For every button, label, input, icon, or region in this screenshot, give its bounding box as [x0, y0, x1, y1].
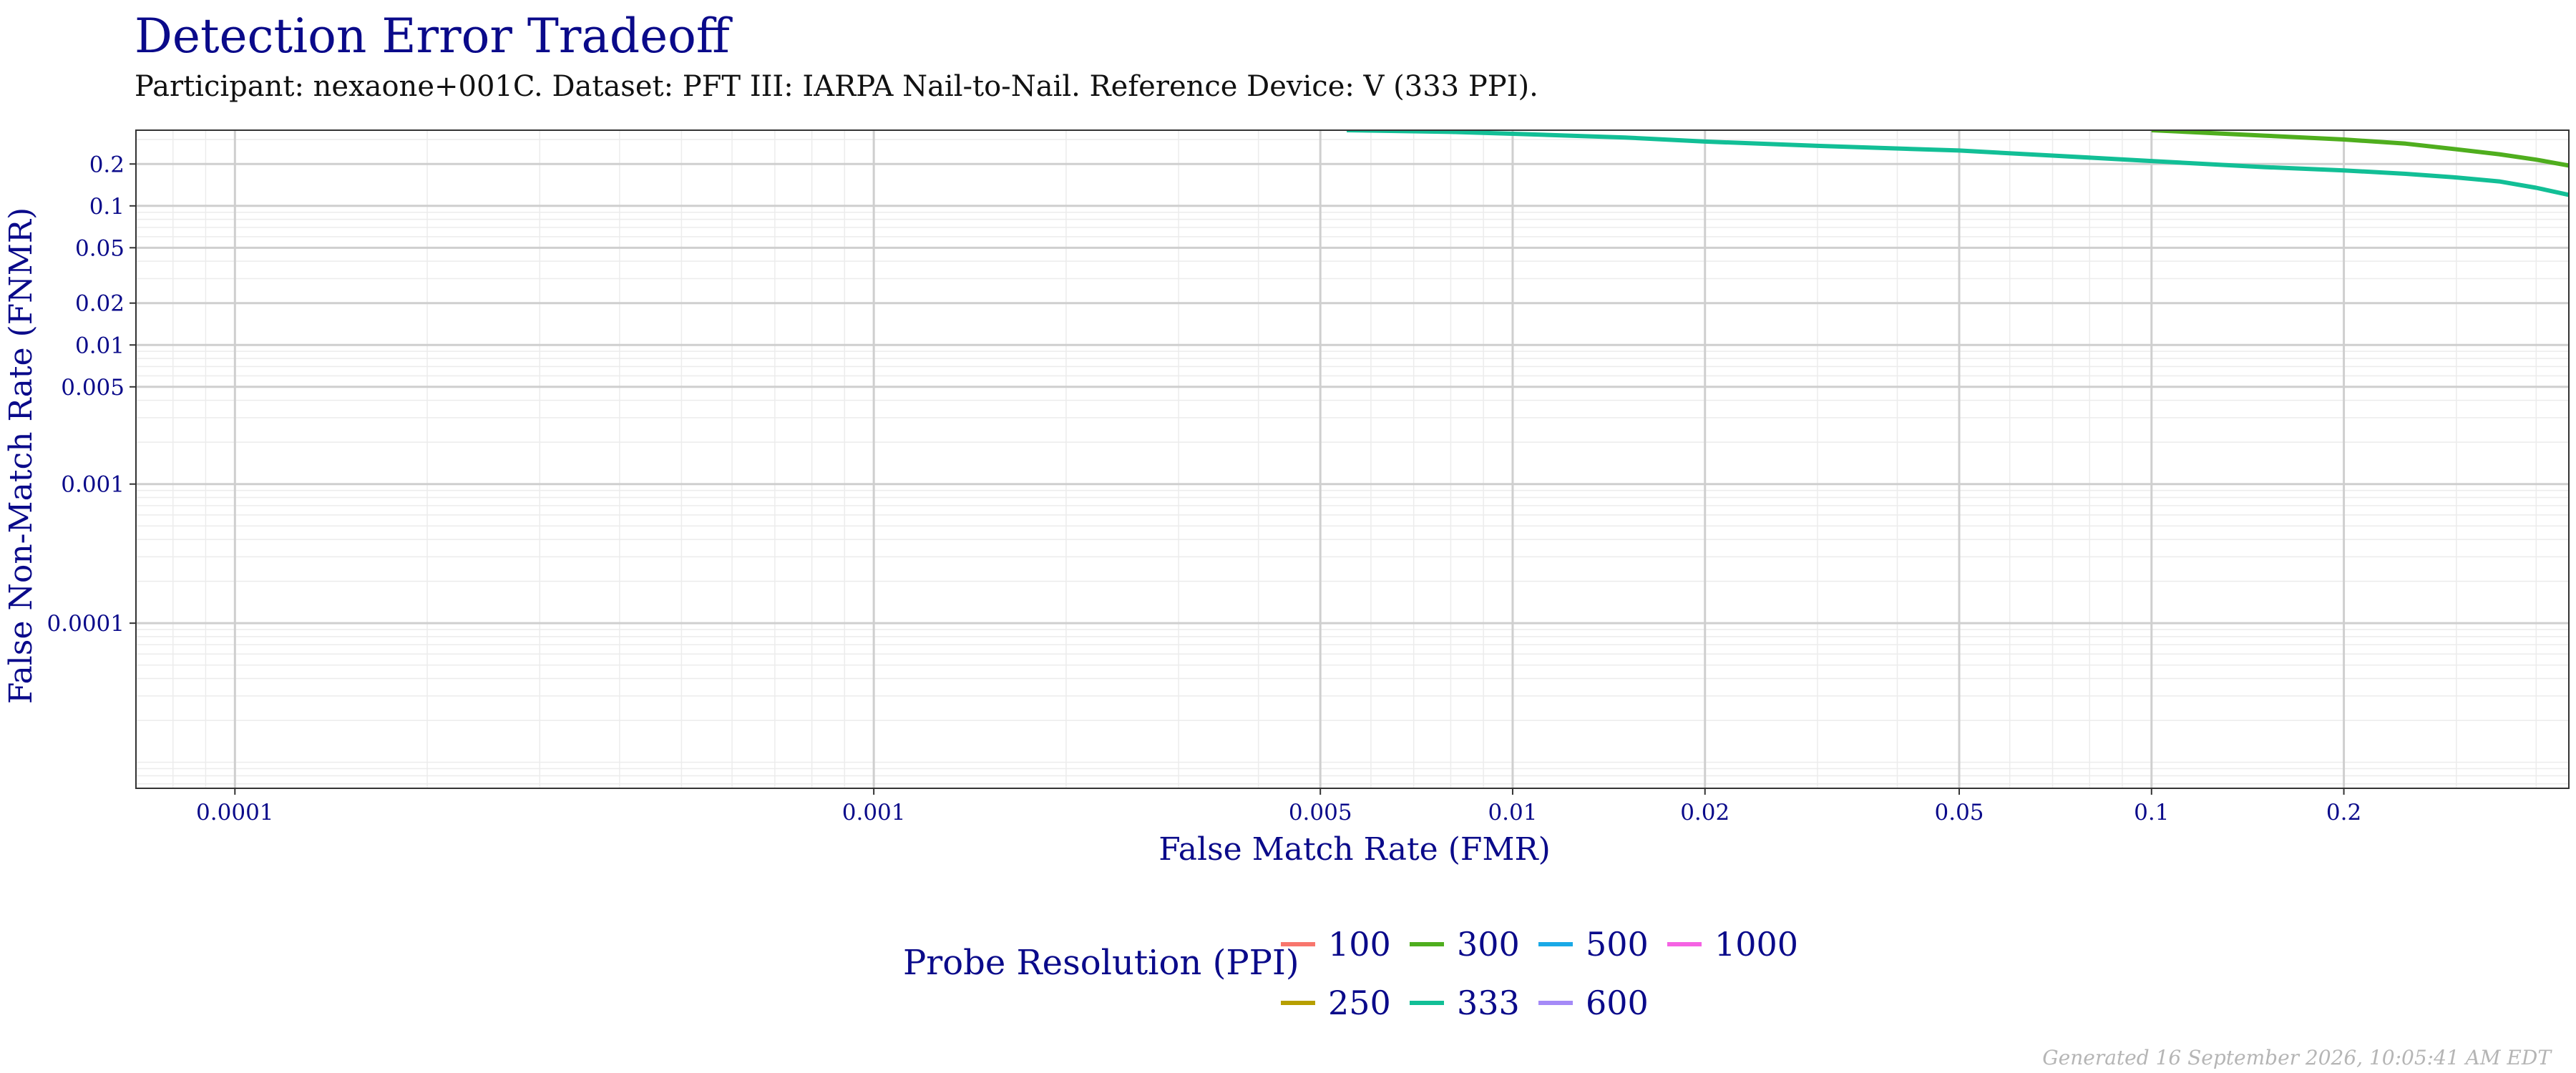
y-tick-label: 0.2	[89, 152, 125, 177]
y-axis: 0.0001 0.001 0.005 0.01 0.02 0.05 0.1 0.2	[47, 152, 136, 637]
legend-label-100: 100	[1328, 925, 1391, 964]
chart-title: Detection Error Tradeoff	[135, 9, 730, 64]
major-grid	[136, 130, 2569, 788]
minor-grid	[135, 130, 2569, 788]
y-tick-label: 0.0001	[47, 611, 125, 637]
y-tick-label: 0.05	[75, 235, 125, 261]
legend-label-1000: 1000	[1714, 925, 1798, 964]
legend: Probe Resolution (PPI) 100 250 300 333 500 60…	[903, 925, 1798, 1022]
series-line-300	[2151, 130, 2569, 168]
y-axis-label: False Non-Match Rate (FNMR)	[3, 207, 39, 704]
legend-label-500: 500	[1586, 925, 1649, 964]
series-group	[1347, 130, 2569, 197]
chart-subtitle: Participant: nexaone+001C. Dataset: PFT …	[135, 70, 1538, 103]
x-tick-label: 0.2	[2326, 800, 2361, 825]
legend-label-250: 250	[1328, 984, 1391, 1022]
x-tick-label: 0.1	[2134, 800, 2169, 825]
x-tick-label: 0.02	[1680, 800, 1729, 825]
x-tick-label: 0.05	[1935, 800, 1984, 825]
x-tick-label: 0.01	[1488, 800, 1537, 825]
x-tick-label: 0.001	[842, 800, 906, 825]
legend-label-300: 300	[1457, 925, 1520, 964]
x-tick-label: 0.0001	[196, 800, 273, 825]
y-tick-label: 0.02	[75, 291, 125, 317]
legend-entries: 100 250 300 333 500 600 1000	[1281, 925, 1798, 1022]
x-tick-label: 0.005	[1289, 800, 1352, 825]
y-tick-label: 0.005	[61, 375, 125, 401]
series-layer	[1347, 130, 2569, 197]
x-axis: 0.0001 0.001 0.005 0.01 0.02 0.05 0.1 0.2	[196, 788, 2361, 825]
legend-label-333: 333	[1457, 984, 1520, 1022]
series-line-333	[1347, 130, 2569, 197]
x-axis-label: False Match Rate (FMR)	[1158, 831, 1551, 868]
legend-label-600: 600	[1586, 984, 1649, 1022]
y-tick-label: 0.001	[61, 472, 125, 498]
legend-title: Probe Resolution (PPI)	[903, 943, 1299, 983]
generated-timestamp: Generated 16 September 2026, 10:05:41 AM…	[2042, 1046, 2551, 1069]
y-tick-label: 0.1	[89, 194, 125, 220]
y-tick-label: 0.01	[75, 333, 125, 358]
plot-panel-border	[135, 129, 2570, 789]
